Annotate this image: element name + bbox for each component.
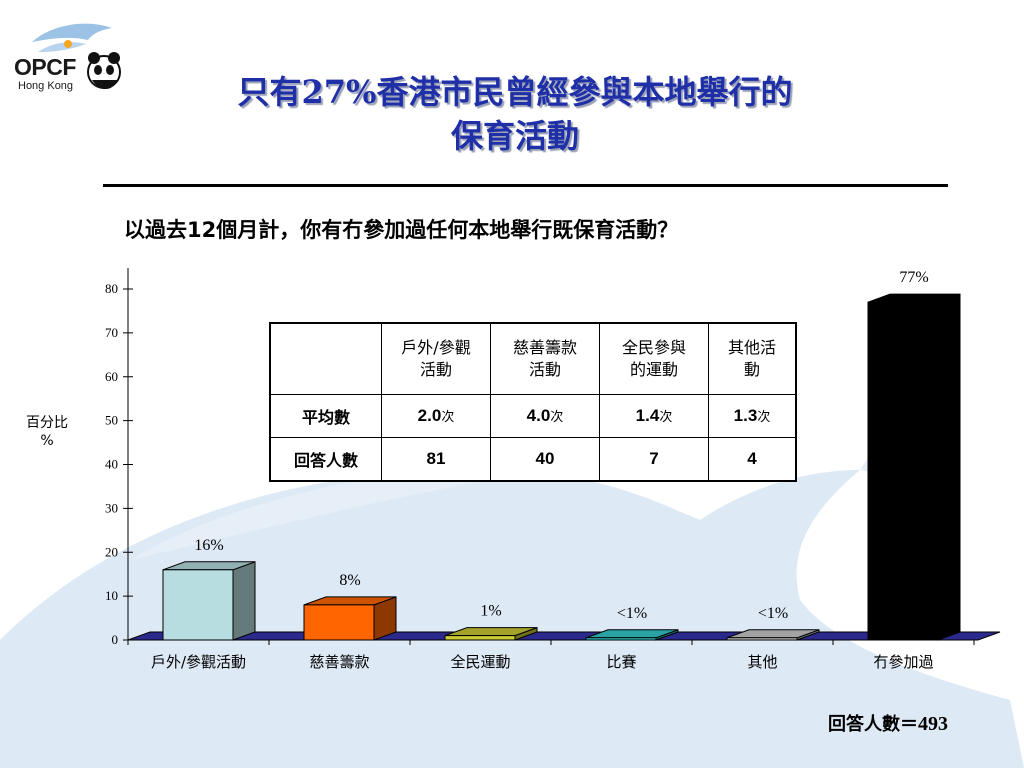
table-column-header-line: 的運動 (629, 360, 678, 379)
table-column-header-line: 全民參與 (621, 338, 686, 357)
table-corner-cell (269, 322, 382, 395)
x-tick-label: 比賽 (606, 653, 636, 671)
table-cell: 2.0次 (381, 394, 491, 438)
table-cell-value: 40 (535, 449, 555, 468)
bar-side (937, 293, 961, 641)
survey-question: 以過去12個月計，你有冇參加過任何本地舉行既保育活動？ (124, 218, 679, 242)
bar-side (232, 561, 256, 641)
table-row: 回答人數 81 40 7 4 (269, 437, 797, 482)
table-cell-value: 4 (747, 449, 757, 468)
table-cell-value: 7 (649, 449, 659, 468)
table-column-header-line: 活動 (528, 360, 561, 379)
table-cell-value: 1.3 (733, 406, 758, 425)
table-header-row: 戶外/參觀 活動 慈善籌款 活動 全民參與 的運動 其他活動 (269, 322, 797, 395)
slide-title-line-2: 保育活動 (450, 117, 579, 155)
table-cell-value: 1.4 (635, 406, 660, 425)
table-cell: 40 (490, 437, 600, 482)
table-column-header-line: 動 (743, 360, 760, 379)
respondent-count: 回答人數＝493 (828, 710, 948, 736)
y-tick-label: 20 (105, 544, 118, 559)
table-cell-unit: 次 (659, 410, 673, 425)
table-cell-unit: 次 (550, 410, 564, 425)
table-cell-unit: 次 (441, 410, 455, 425)
table-column-header-line: 活動 (419, 360, 452, 379)
table-cell: 1.4次 (599, 394, 709, 438)
table-row: 平均數 2.0次 4.0次 1.4次 1.3次 (269, 394, 797, 438)
dolphin-logo-icon (32, 23, 121, 89)
y-axis-label: 百分比 % (16, 414, 78, 450)
table-column-header-line: 其他活 (727, 338, 776, 357)
bar (867, 301, 939, 641)
data-label: <1% (617, 605, 647, 622)
y-tick-label: 70 (105, 325, 118, 340)
data-label: 77% (899, 269, 928, 286)
table-column-header-line: 慈善籌款 (512, 338, 577, 357)
y-tick-label: 80 (105, 281, 118, 296)
table-row-header: 回答人數 (269, 437, 382, 482)
respondent-count-label: 回答人數＝ (828, 714, 918, 735)
table-column-header: 全民參與 的運動 (599, 322, 709, 395)
table-cell-value: 81 (426, 449, 446, 468)
y-tick-label: 40 (105, 457, 118, 472)
table-column-header-line: 戶外/參觀 (401, 338, 471, 357)
bar (585, 637, 657, 641)
data-label: 16% (194, 537, 223, 554)
table-column-header: 戶外/參觀活動 (381, 322, 491, 395)
slide-title-line-1: 只有27%香港市民曾經參與本地舉行的 (237, 73, 793, 111)
y-tick-label: 60 (105, 369, 118, 384)
table-cell-value: 2.0 (417, 406, 442, 425)
bar (444, 635, 516, 641)
average-table: 戶外/參觀 活動 慈善籌款 活動 全民參與 的運動 其他活動 平均數 2.0次 4.0次 1.4次… (269, 322, 797, 482)
bar (726, 637, 798, 641)
bar (303, 604, 375, 641)
table-cell: 1.3次 (708, 394, 797, 438)
logo-subtitle: Hong Kong (18, 80, 74, 92)
x-tick-label: 慈善籌款 (309, 653, 369, 671)
data-label: 8% (339, 572, 360, 589)
table-cell: 7 (599, 437, 709, 482)
y-tick-label: 30 (105, 500, 118, 515)
x-tick-label: 戶外/參觀活動 (151, 653, 246, 671)
bar (162, 569, 234, 641)
table-cell: 81 (381, 437, 491, 482)
title-divider (103, 184, 948, 187)
table-cell: 4 (708, 437, 797, 482)
table-column-header: 慈善籌款 活動 (490, 322, 600, 395)
logo-name: OPCF (14, 54, 76, 80)
table-cell: 4.0次 (490, 394, 600, 438)
table-cell-unit: 次 (757, 410, 771, 425)
table-column-header: 其他活動 (708, 322, 797, 395)
y-tick-label: 0 (112, 632, 119, 647)
x-tick-label: 其他 (747, 653, 777, 671)
x-tick-label: 全民運動 (450, 653, 510, 671)
y-axis-label-line-2: % (40, 433, 54, 449)
table-cell-value: 4.0 (526, 406, 551, 425)
y-tick-label: 50 (105, 413, 118, 428)
data-label: 1% (480, 603, 501, 620)
respondent-count-value: 493 (918, 713, 948, 735)
table-row-header: 平均數 (269, 394, 382, 438)
y-axis-label-line-1: 百分比 (26, 415, 68, 431)
x-tick-label: 冇參加過 (873, 653, 933, 671)
data-label: <1% (758, 605, 788, 622)
y-tick-label: 10 (105, 588, 118, 603)
slide-title: 只有27%香港市民曾經參與本地舉行的 保育活動 (120, 70, 910, 158)
opcf-logo: OPCF Hong Kong (12, 14, 124, 98)
